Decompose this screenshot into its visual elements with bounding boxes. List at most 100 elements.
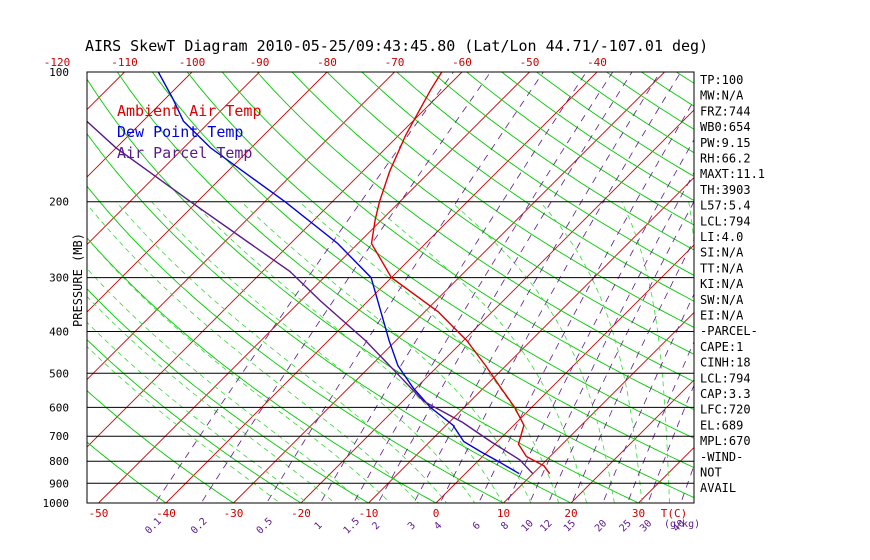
pressure-tick-label: 400 bbox=[49, 325, 69, 338]
top-temp-tick-label: -90 bbox=[250, 56, 270, 69]
stats-panel-line: MAXT:11.1 bbox=[700, 167, 765, 181]
bottom-temp-tick-label: -30 bbox=[224, 507, 244, 520]
legend-dew-point-temp: Dew Point Temp bbox=[117, 123, 243, 141]
profile-ambient-air-temp bbox=[370, 72, 551, 475]
moist-adiabat-line bbox=[368, 201, 588, 503]
moist-adiabat-line bbox=[115, 201, 448, 503]
bottom-temp-tick-label: 10 bbox=[497, 507, 510, 520]
top-temp-tick-label: -50 bbox=[520, 56, 540, 69]
mixing-ratio-line bbox=[547, 200, 694, 503]
stats-panel-line: FRZ:744 bbox=[700, 104, 751, 118]
dry-adiabat-line bbox=[87, 185, 505, 503]
mixing-ratio-tick-label: 2 bbox=[370, 520, 382, 532]
stats-panel-line: SW:N/A bbox=[700, 293, 744, 307]
y-axis-label: PRESSURE (MB) bbox=[71, 233, 85, 327]
dry-adiabat-line bbox=[641, 72, 694, 107]
top-temp-tick-label: -120 bbox=[44, 56, 71, 69]
top-temp-tick-label: -40 bbox=[587, 56, 607, 69]
mixing-ratio-line bbox=[353, 72, 614, 503]
mixing-ratio-tick-label: 0.2 bbox=[189, 516, 210, 537]
isotherm-line bbox=[300, 109, 694, 503]
moist-adiabat-line bbox=[87, 203, 420, 503]
pressure-tick-label: 300 bbox=[49, 272, 69, 285]
stats-panel-line: WB0:654 bbox=[700, 120, 751, 134]
mixing-ratio-tick-label: 30 bbox=[638, 518, 654, 534]
mixing-ratio-tick-label: 0.5 bbox=[255, 516, 276, 537]
top-temp-tick-label: -60 bbox=[452, 56, 472, 69]
top-temp-tick-label: -100 bbox=[179, 56, 206, 69]
dry-adiabat-line bbox=[326, 72, 694, 328]
dry-adiabat-line bbox=[87, 237, 437, 503]
profile-air-parcel-temp bbox=[87, 120, 534, 475]
dry-adiabat-line bbox=[291, 72, 694, 355]
top-temp-tick-label: -80 bbox=[317, 56, 337, 69]
pressure-tick-label: 500 bbox=[49, 367, 69, 380]
mixing-ratio-tick-label: 8 bbox=[499, 520, 511, 532]
pressure-tick-label: 900 bbox=[49, 477, 69, 490]
moist-adiabat-lines bbox=[87, 201, 694, 503]
profile-dew-point-temp bbox=[157, 72, 520, 475]
stats-panel-line: -WIND- bbox=[700, 450, 743, 464]
stats-panel-line: SI:N/A bbox=[700, 246, 744, 260]
mixing-ratio-line bbox=[377, 72, 633, 503]
dry-adiabat-line bbox=[501, 72, 694, 202]
mixing-ratio-tick-label: 20 bbox=[593, 518, 609, 534]
mixing-ratio-tick-label: 3 bbox=[406, 520, 418, 532]
bottom-temp-tick-label: 30 bbox=[632, 507, 645, 520]
stats-panel-line: LCL:794 bbox=[700, 371, 751, 385]
isotherm-line bbox=[774, 72, 870, 503]
moist-adiabat-line bbox=[87, 346, 281, 503]
isotherm-line bbox=[87, 72, 395, 381]
stats-panel-line: TH:3903 bbox=[700, 183, 751, 197]
dry-adiabat-line bbox=[361, 72, 694, 302]
pressure-tick-label: 800 bbox=[49, 455, 69, 468]
dry-adiabat-line bbox=[87, 390, 235, 503]
stats-panel-line: RH:66.2 bbox=[700, 152, 751, 166]
mixing-ratio-tick-label: 12 bbox=[538, 518, 554, 534]
moist-adiabat-line bbox=[539, 201, 643, 503]
stats-panel-line: TT:N/A bbox=[700, 261, 744, 275]
isotherm-line bbox=[165, 72, 598, 503]
mixing-ratio-line bbox=[413, 72, 661, 503]
mixing-ratio-tick-label: 15 bbox=[562, 518, 578, 534]
bottom-temp-tick-label: -10 bbox=[359, 507, 379, 520]
bottom-temp-tick-label: -50 bbox=[89, 507, 109, 520]
isotherm-line bbox=[368, 176, 694, 503]
mixing-ratio-line bbox=[529, 171, 694, 503]
mixing-ratio-tick-label: 1 bbox=[313, 520, 325, 532]
dry-adiabat-line bbox=[186, 72, 694, 439]
legend-air-parcel-temp: Air Parcel Temp bbox=[117, 144, 252, 162]
dry-adiabat-line bbox=[87, 288, 370, 503]
bottom-temp-tick-label: -20 bbox=[291, 507, 311, 520]
stats-panel-line: CAP:3.3 bbox=[700, 387, 751, 401]
stats-panel-line: NOT bbox=[700, 466, 722, 480]
isotherm-line bbox=[87, 72, 328, 313]
top-temp-tick-label: -110 bbox=[111, 56, 138, 69]
pressure-tick-label: 100 bbox=[49, 66, 69, 79]
mixing-ratio-axis-label: (g/kg) bbox=[664, 519, 700, 530]
stats-panel-line: EI:N/A bbox=[700, 309, 744, 323]
mixing-ratio-line bbox=[200, 72, 491, 503]
moist-adiabat-line bbox=[151, 201, 476, 503]
pressure-tick-label: 600 bbox=[49, 401, 69, 414]
mixing-ratio-line bbox=[319, 72, 587, 503]
moist-adiabat-line bbox=[87, 237, 392, 503]
isotherm-line bbox=[87, 72, 463, 448]
dry-adiabat-line bbox=[87, 78, 640, 503]
x-axis-label: T(C) bbox=[661, 507, 688, 520]
pressure-tick-label: 700 bbox=[49, 430, 69, 443]
mixing-ratio-line bbox=[680, 464, 694, 503]
stats-panel-line: TP:100 bbox=[700, 73, 743, 87]
stats-panel-line: PW:9.15 bbox=[700, 136, 751, 150]
stats-panel-line: CAPE:1 bbox=[700, 340, 743, 354]
stats-panel-line: LFC:720 bbox=[700, 403, 751, 417]
mixing-ratio-tick-label: 4 bbox=[432, 520, 444, 532]
dry-adiabat-line bbox=[151, 72, 694, 469]
stats-panel-line: KI:N/A bbox=[700, 277, 744, 291]
profile-lines bbox=[87, 72, 551, 475]
moist-adiabat-line bbox=[87, 268, 364, 503]
moist-adiabat-line bbox=[241, 201, 532, 503]
mixing-ratio-line bbox=[506, 138, 694, 503]
